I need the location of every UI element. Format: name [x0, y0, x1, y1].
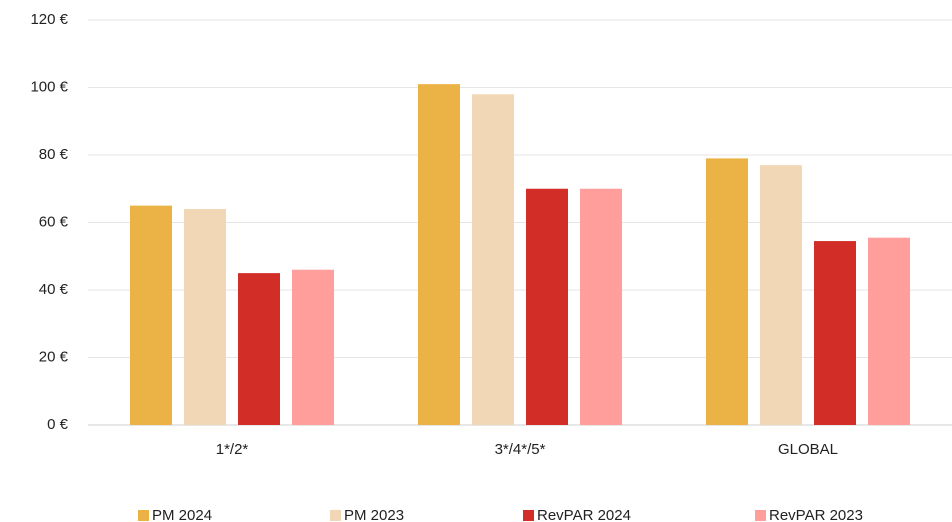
- y-tick-label: 60 €: [39, 213, 69, 230]
- bar: [760, 165, 802, 425]
- bar: [418, 84, 460, 425]
- y-tick-label: 80 €: [39, 146, 69, 163]
- bar: [526, 188, 568, 425]
- legend-swatch: [755, 510, 766, 521]
- x-tick-label: 3*/4*/5*: [495, 441, 546, 458]
- legend-swatch: [330, 510, 341, 521]
- bar: [292, 269, 334, 425]
- bar: [472, 94, 514, 425]
- bar: [238, 273, 280, 425]
- legend-swatch: [523, 510, 534, 521]
- bar: [814, 241, 856, 425]
- y-tick-label: 100 €: [30, 78, 68, 95]
- y-tick-label: 120 €: [30, 11, 68, 28]
- bar: [580, 188, 622, 425]
- legend-label: PM 2024: [152, 507, 212, 522]
- x-tick-label: 1*/2*: [216, 441, 249, 458]
- legend-swatch: [138, 510, 149, 521]
- x-tick-label: GLOBAL: [778, 441, 838, 458]
- y-tick-label: 20 €: [39, 348, 69, 365]
- bar: [706, 158, 748, 425]
- y-tick-label: 0 €: [47, 416, 69, 433]
- legend-label: RevPAR 2023: [769, 507, 863, 522]
- legend-label: RevPAR 2024: [537, 507, 631, 522]
- y-tick-label: 40 €: [39, 281, 69, 298]
- legend-label: PM 2023: [344, 507, 404, 522]
- bar: [184, 209, 226, 425]
- bar: [130, 205, 172, 425]
- bar: [868, 237, 910, 425]
